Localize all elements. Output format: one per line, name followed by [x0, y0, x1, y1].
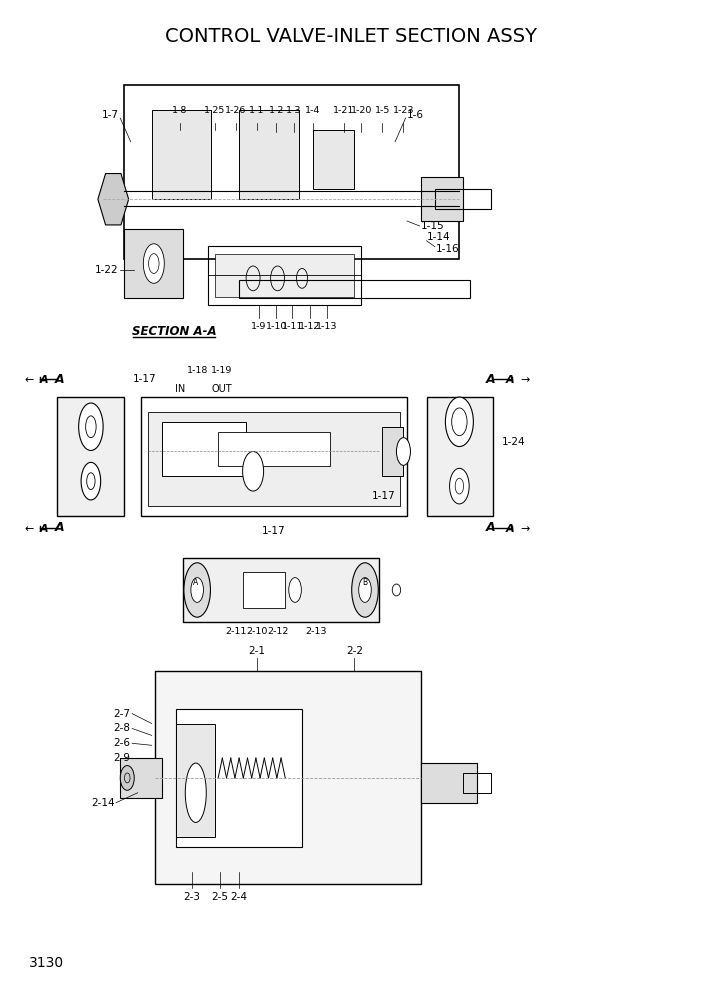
Bar [141, 397, 407, 516]
Bar [124, 85, 459, 259]
Text: 2-12: 2-12 [267, 627, 289, 636]
Text: 2-13: 2-13 [305, 627, 327, 636]
Ellipse shape [184, 562, 211, 617]
Text: 1-7: 1-7 [102, 110, 119, 120]
Bar [148, 412, 400, 506]
Text: 1-11: 1-11 [282, 321, 303, 331]
Ellipse shape [352, 562, 378, 617]
Text: A: A [486, 521, 496, 534]
Text: 1-14: 1-14 [427, 232, 450, 242]
Bar [239, 281, 470, 299]
Bar [421, 763, 477, 803]
Text: 1-18: 1-18 [187, 366, 208, 375]
Text: 2-3: 2-3 [183, 892, 200, 902]
Bar [421, 178, 463, 221]
Bar [463, 773, 491, 793]
Bar [312, 130, 355, 189]
Text: SECTION A-A: SECTION A-A [132, 324, 216, 338]
Text: 1-3: 1-3 [286, 106, 301, 115]
Bar [176, 723, 215, 837]
Text: 1-16: 1-16 [437, 244, 460, 254]
Text: 2-1: 2-1 [248, 646, 265, 657]
Bar [427, 397, 493, 516]
Text: 1-6: 1-6 [407, 110, 424, 120]
Bar [124, 229, 183, 299]
Text: 1-17: 1-17 [263, 526, 286, 536]
Text: 1-10: 1-10 [265, 321, 287, 331]
Ellipse shape [392, 584, 401, 596]
Ellipse shape [445, 397, 473, 446]
Text: A $\rightarrow$: A $\rightarrow$ [505, 373, 531, 385]
Ellipse shape [289, 577, 301, 602]
Text: 3130: 3130 [29, 956, 65, 970]
Text: 1-9: 1-9 [251, 321, 266, 331]
Text: $\leftarrow$ A: $\leftarrow$ A [22, 522, 49, 534]
Bar [152, 110, 211, 199]
Text: CONTROL VALVE-INLET SECTION ASSY: CONTROL VALVE-INLET SECTION ASSY [165, 27, 537, 46]
Bar [162, 422, 246, 476]
Text: IN: IN [175, 384, 185, 394]
Text: 1-26: 1-26 [225, 106, 246, 115]
Text: 1-13: 1-13 [316, 321, 337, 331]
Ellipse shape [191, 577, 204, 602]
Text: 2-7: 2-7 [114, 708, 131, 718]
Text: OUT: OUT [211, 384, 232, 394]
Text: 1-23: 1-23 [392, 106, 414, 115]
Ellipse shape [143, 244, 164, 284]
Bar [155, 672, 421, 884]
Ellipse shape [359, 577, 371, 602]
Text: 1-20: 1-20 [351, 106, 372, 115]
Bar [218, 432, 330, 466]
Bar [243, 572, 284, 608]
Text: A: A [486, 373, 496, 386]
Text: 1-25: 1-25 [204, 106, 225, 115]
Text: 1-2: 1-2 [268, 106, 284, 115]
Text: 2-2: 2-2 [346, 646, 363, 657]
Ellipse shape [81, 462, 100, 500]
Text: 2-11: 2-11 [225, 627, 246, 636]
Text: 2-4: 2-4 [231, 892, 248, 902]
Bar [208, 246, 362, 306]
Text: 1-1: 1-1 [249, 106, 264, 115]
Text: 1-15: 1-15 [421, 221, 444, 231]
Bar [176, 708, 302, 847]
Text: 1-5: 1-5 [375, 106, 390, 115]
Text: 1-19: 1-19 [211, 366, 232, 375]
Ellipse shape [185, 763, 206, 822]
Text: B: B [362, 577, 368, 586]
Ellipse shape [449, 468, 469, 504]
Text: 1-17: 1-17 [372, 491, 396, 501]
Text: $\leftarrow$ A: $\leftarrow$ A [22, 373, 49, 385]
Text: 1-4: 1-4 [305, 106, 320, 115]
Ellipse shape [120, 766, 134, 791]
Bar [183, 558, 379, 622]
Polygon shape [98, 174, 128, 225]
Text: 1-17: 1-17 [133, 374, 157, 384]
Bar [215, 254, 355, 298]
Bar [239, 110, 298, 199]
Text: 2-5: 2-5 [211, 892, 228, 902]
Ellipse shape [397, 437, 411, 465]
Text: A: A [55, 521, 65, 534]
Text: 2-8: 2-8 [114, 723, 131, 733]
Text: 2-14: 2-14 [91, 798, 114, 807]
Text: 2-6: 2-6 [114, 738, 131, 748]
Text: 2-10: 2-10 [246, 627, 267, 636]
Bar [58, 397, 124, 516]
Text: 1-21: 1-21 [333, 106, 355, 115]
Bar [120, 758, 162, 798]
Bar [383, 427, 404, 476]
Text: A: A [193, 577, 199, 586]
Text: A $\rightarrow$: A $\rightarrow$ [505, 522, 531, 534]
Text: 1-8: 1-8 [172, 106, 187, 115]
Text: A: A [55, 373, 65, 386]
Bar [435, 189, 491, 209]
Ellipse shape [243, 451, 263, 491]
Text: 1-22: 1-22 [95, 266, 119, 276]
Ellipse shape [79, 403, 103, 450]
Text: 1-24: 1-24 [501, 436, 525, 446]
Text: 2-9: 2-9 [114, 753, 131, 763]
Text: 1-12: 1-12 [299, 321, 320, 331]
